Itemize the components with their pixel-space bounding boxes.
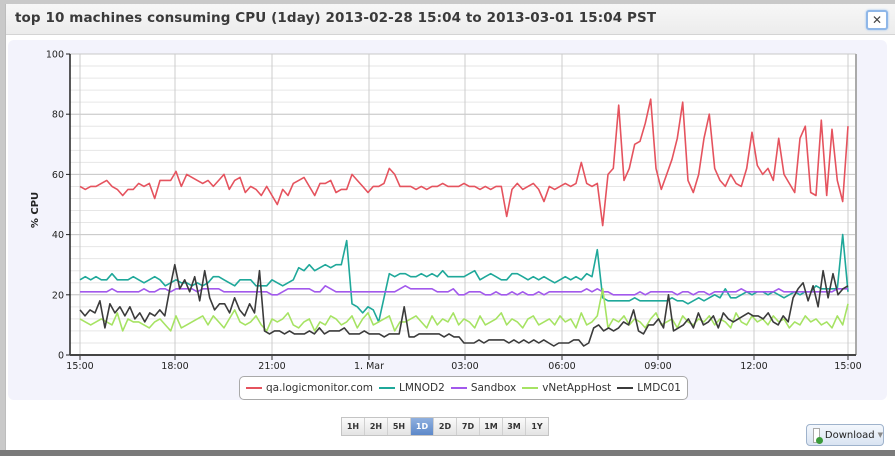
window-bottom-edge: [0, 450, 895, 456]
legend-item[interactable]: qa.logicmonitor.com: [246, 382, 373, 394]
range-button-1d[interactable]: 1D: [411, 418, 434, 435]
svg-text:0: 0: [58, 351, 64, 362]
svg-text:03:00: 03:00: [451, 361, 478, 372]
legend-label: LMNOD2: [399, 382, 445, 394]
legend-label: vNetAppHost: [542, 382, 612, 394]
range-button-5h[interactable]: 5H: [388, 418, 411, 435]
line-chart: 0 20 40 60 80 100 15:00 18:00 21:00 1. Mar 03:00 06…: [30, 50, 862, 373]
svg-text:20: 20: [52, 290, 64, 301]
svg-text:15:00: 15:00: [834, 361, 861, 372]
range-button-7d[interactable]: 7D: [457, 418, 480, 435]
legend-item[interactable]: vNetAppHost: [522, 382, 611, 394]
time-range-selector: 1H 2H 5H 1D 2D 7D 1M 3M 1Y: [341, 417, 549, 436]
svg-text:18:00: 18:00: [161, 361, 188, 372]
series-line: [79, 288, 849, 332]
svg-text:15:00: 15:00: [66, 361, 93, 372]
range-button-1h[interactable]: 1H: [342, 418, 365, 435]
legend-item[interactable]: Sandbox: [450, 382, 517, 394]
series-line: [79, 98, 849, 227]
chart-legend: qa.logicmonitor.com LMNOD2 Sandbox vNetAppH…: [239, 376, 688, 400]
legend-swatch-icon: [379, 387, 396, 389]
svg-text:06:00: 06:00: [548, 361, 575, 372]
download-label: Download: [824, 429, 875, 441]
svg-text:21:00: 21:00: [258, 361, 285, 372]
svg-text:40: 40: [52, 230, 64, 241]
chevron-down-icon: ▼: [877, 431, 883, 439]
svg-text:100: 100: [46, 50, 64, 61]
svg-text:12:00: 12:00: [740, 361, 767, 372]
range-button-1y[interactable]: 1Y: [526, 418, 548, 435]
document-download-icon: [813, 427, 823, 444]
dialog-title: top 10 machines consuming CPU (1day) 201…: [15, 10, 657, 26]
download-button[interactable]: Download ▼: [806, 424, 884, 446]
svg-text:09:00: 09:00: [644, 361, 671, 372]
series-line: [79, 263, 849, 347]
range-button-2d[interactable]: 2D: [434, 418, 457, 435]
legend-item[interactable]: LMNOD2: [379, 382, 445, 394]
series-line: [79, 233, 849, 323]
close-button[interactable]: ✕: [866, 10, 888, 30]
chart-panel: 0 20 40 60 80 100 15:00 18:00 21:00 1. Mar 03:00 06…: [8, 40, 887, 400]
legend-label: qa.logicmonitor.com: [266, 382, 374, 394]
svg-text:% CPU: % CPU: [30, 192, 41, 228]
legend-label: Sandbox: [470, 382, 517, 394]
legend-swatch-icon: [617, 387, 634, 389]
svg-text:1. Mar: 1. Mar: [354, 361, 384, 372]
legend-swatch-icon: [450, 387, 467, 389]
dialog-titlebar: top 10 machines consuming CPU (1day) 201…: [6, 4, 895, 35]
range-button-1m[interactable]: 1M: [480, 418, 503, 435]
legend-item[interactable]: LMDC01: [617, 382, 681, 394]
svg-text:60: 60: [52, 170, 64, 181]
range-button-2h[interactable]: 2H: [365, 418, 388, 435]
close-icon: ✕: [871, 13, 883, 27]
legend-swatch-icon: [522, 387, 539, 389]
legend-label: LMDC01: [637, 382, 681, 394]
svg-text:80: 80: [52, 110, 64, 121]
range-button-3m[interactable]: 3M: [503, 418, 526, 435]
legend-swatch-icon: [246, 387, 262, 389]
